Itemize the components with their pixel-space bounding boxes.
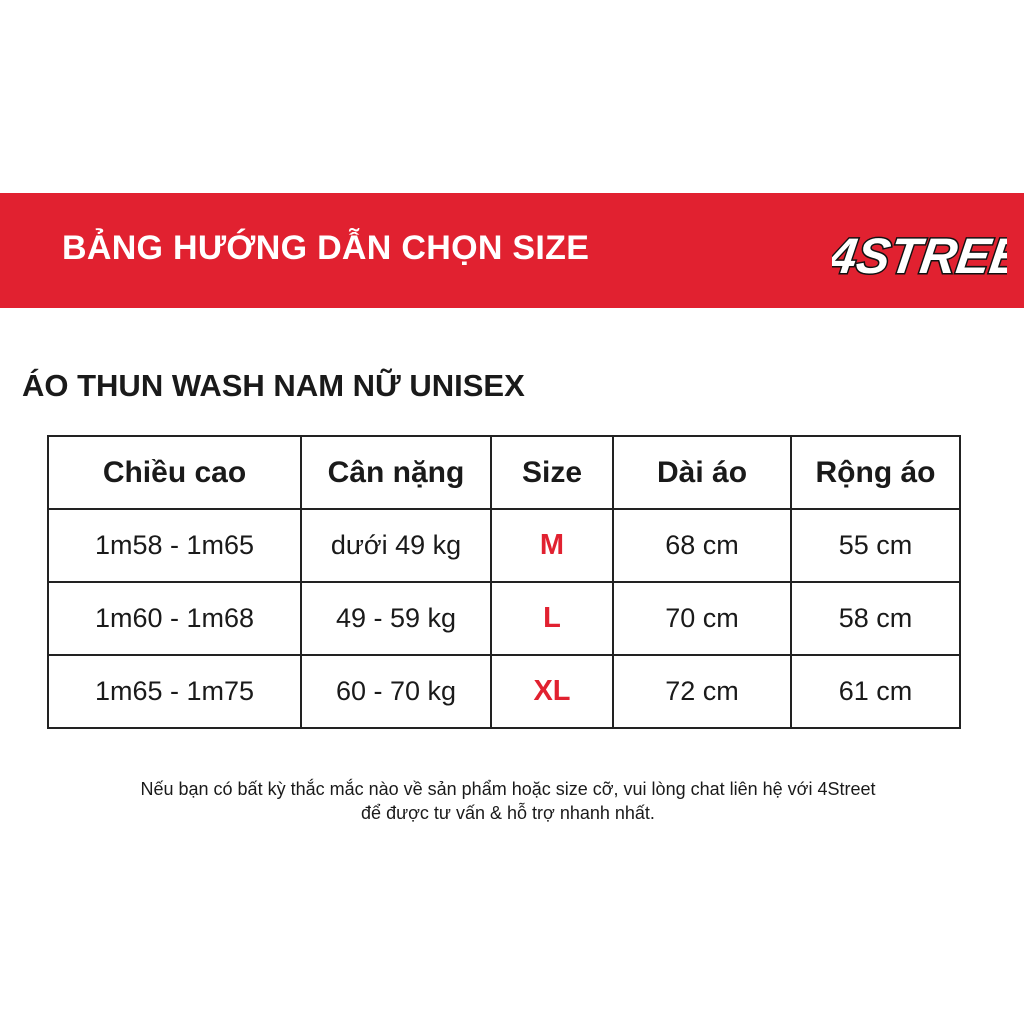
cell-size: XL <box>490 654 614 729</box>
banner-title: BẢNG HƯỚNG DẪN CHỌN SIZE <box>62 229 590 267</box>
footer-note: Nếu bạn có bất kỳ thắc mắc nào về sản ph… <box>0 777 1016 825</box>
table-row: 1m58 - 1m65 dưới 49 kg M 68 cm 55 cm <box>47 508 961 583</box>
cell-width: 58 cm <box>790 581 961 656</box>
cell-height: 1m58 - 1m65 <box>47 508 302 583</box>
header-banner: BẢNG HƯỚNG DẪN CHỌN SIZE 4STREET <box>0 193 1024 308</box>
cell-height: 1m65 - 1m75 <box>47 654 302 729</box>
header-size: Size <box>490 435 614 510</box>
product-title: ÁO THUN WASH NAM NỮ UNISEX <box>22 368 525 403</box>
cell-weight: 49 - 59 kg <box>300 581 492 656</box>
brand-logo: 4STREET <box>832 227 1007 286</box>
cell-weight: dưới 49 kg <box>300 508 492 583</box>
cell-width: 55 cm <box>790 508 961 583</box>
cell-width: 61 cm <box>790 654 961 729</box>
cell-length: 72 cm <box>612 654 792 729</box>
cell-weight: 60 - 70 kg <box>300 654 492 729</box>
header-weight: Cân nặng <box>300 435 492 510</box>
table-row: 1m60 - 1m68 49 - 59 kg L 70 cm 58 cm <box>47 581 961 656</box>
svg-text:4STREET: 4STREET <box>832 228 1007 284</box>
header-width: Rộng áo <box>790 435 961 510</box>
cell-length: 68 cm <box>612 508 792 583</box>
cell-height: 1m60 - 1m68 <box>47 581 302 656</box>
header-length: Dài áo <box>612 435 792 510</box>
table-row: 1m65 - 1m75 60 - 70 kg XL 72 cm 61 cm <box>47 654 961 729</box>
table-header-row: Chiều cao Cân nặng Size Dài áo Rộng áo <box>47 435 961 510</box>
cell-size: L <box>490 581 614 656</box>
header-height: Chiều cao <box>47 435 302 510</box>
footer-line-1: Nếu bạn có bất kỳ thắc mắc nào về sản ph… <box>140 779 876 799</box>
size-table: Chiều cao Cân nặng Size Dài áo Rộng áo 1… <box>47 435 961 729</box>
footer-line-2: để được tư vấn & hỗ trợ nhanh nhất. <box>361 803 655 823</box>
cell-length: 70 cm <box>612 581 792 656</box>
cell-size: M <box>490 508 614 583</box>
